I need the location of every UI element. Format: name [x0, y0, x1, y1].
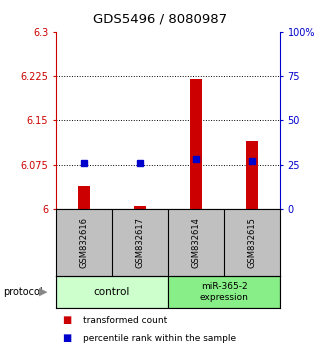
Bar: [78, 187, 90, 209]
Text: GSM832617: GSM832617: [135, 217, 145, 268]
Text: control: control: [94, 287, 130, 297]
Text: ▶: ▶: [39, 287, 47, 297]
Text: ■: ■: [62, 315, 72, 325]
Text: GSM832614: GSM832614: [191, 217, 201, 268]
Text: miR-365-2
expression: miR-365-2 expression: [200, 282, 248, 302]
Bar: [246, 141, 258, 209]
Text: GSM832615: GSM832615: [247, 217, 257, 268]
Text: percentile rank within the sample: percentile rank within the sample: [83, 333, 236, 343]
Text: ■: ■: [62, 333, 72, 343]
Text: transformed count: transformed count: [83, 316, 167, 325]
Bar: [134, 206, 146, 209]
Bar: [190, 79, 202, 209]
Bar: [56, 276, 168, 308]
Text: protocol: protocol: [3, 287, 43, 297]
Text: GSM832616: GSM832616: [79, 217, 89, 268]
Bar: [168, 276, 280, 308]
Text: GDS5496 / 8080987: GDS5496 / 8080987: [93, 12, 227, 25]
